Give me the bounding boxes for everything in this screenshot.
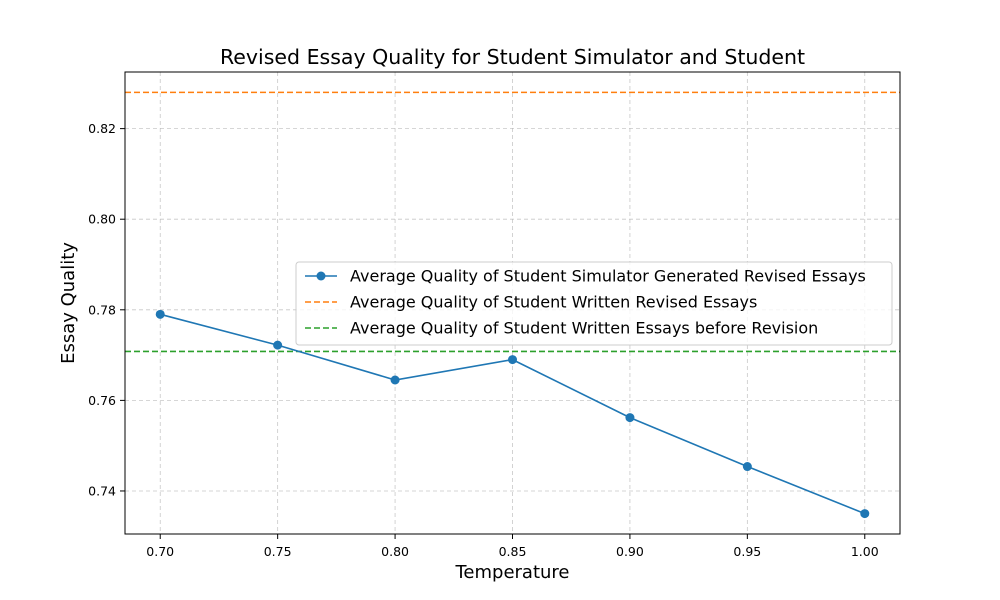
data-point [390, 375, 400, 385]
data-point [625, 413, 635, 423]
x-tick-label: 0.80 [381, 544, 409, 559]
legend-label-0: Average Quality of Student Simulator Gen… [350, 267, 866, 286]
data-point [508, 355, 517, 365]
legend-label-2: Average Quality of Student Written Essay… [350, 319, 818, 338]
legend-marker-0 [316, 271, 326, 281]
reference-lines [125, 91, 900, 353]
y-tick-label: 0.76 [88, 393, 116, 408]
legend: Average Quality of Student Simulator Gen… [295, 261, 893, 346]
x-tick-label: 1.00 [851, 544, 879, 559]
series-markers [155, 309, 870, 519]
y-tick-label: 0.82 [88, 121, 116, 136]
data-point [273, 340, 283, 350]
x-axis-ticks: 0.70 0.75 0.80 0.85 0.90 0.95 1.00 [146, 534, 879, 559]
y-tick-label: 0.80 [88, 212, 116, 227]
data-point [742, 462, 752, 472]
x-tick-label: 0.90 [616, 544, 644, 559]
x-tick-label: 0.85 [499, 544, 527, 559]
x-axis-label: Temperature [454, 562, 569, 583]
y-tick-label: 0.74 [88, 483, 116, 498]
y-tick-label: 0.78 [88, 302, 116, 317]
chart-title: Revised Essay Quality for Student Simula… [220, 45, 805, 69]
data-point [860, 509, 870, 519]
x-tick-label: 0.75 [264, 544, 292, 559]
y-axis-ticks: 0.74 0.76 0.78 0.80 0.82 [88, 121, 125, 498]
data-point [155, 309, 165, 319]
x-tick-label: 0.95 [733, 544, 761, 559]
legend-box [295, 261, 893, 346]
y-axis-label: Essay Quality [58, 242, 79, 364]
x-tick-label: 0.70 [146, 544, 174, 559]
legend-label-1: Average Quality of Student Written Revis… [350, 293, 757, 312]
